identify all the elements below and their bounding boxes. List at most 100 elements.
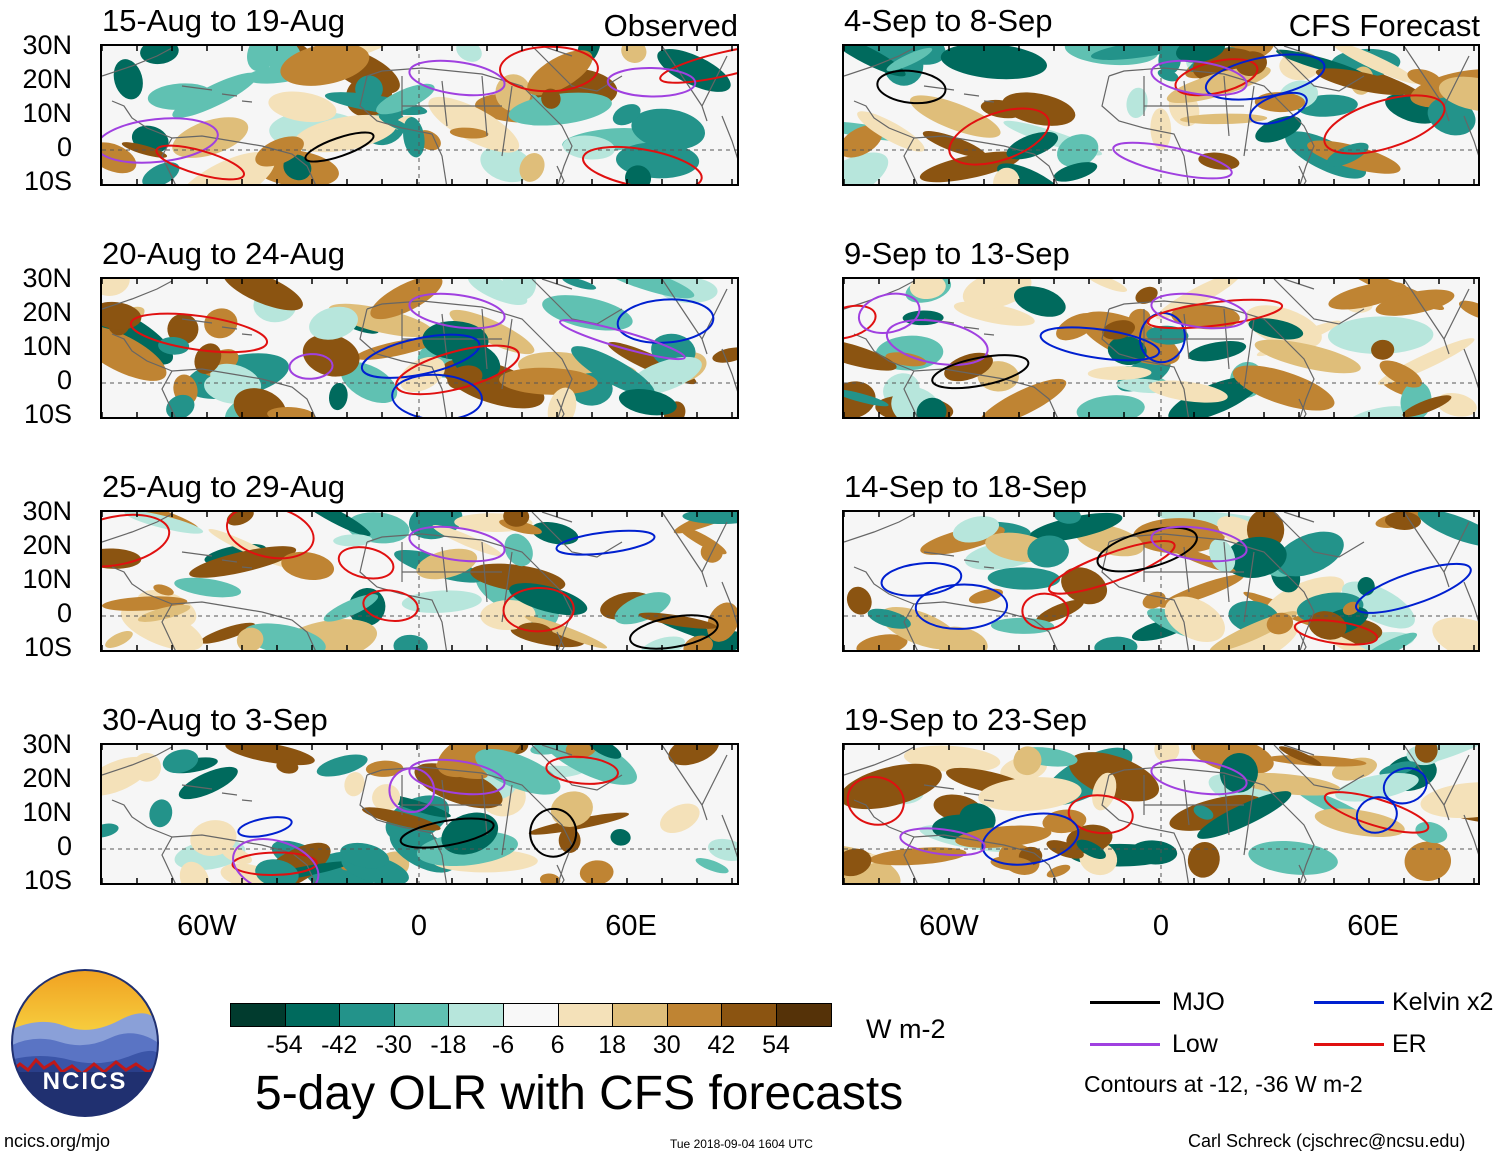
coastline: [1403, 279, 1470, 355]
low-contour: [1112, 141, 1233, 180]
coastline: [661, 46, 728, 122]
lat-label: 0: [56, 831, 72, 861]
olr-anomaly-blob: [1379, 761, 1417, 777]
olr-strong-anomaly-blob: [844, 848, 872, 877]
coastline: [181, 85, 253, 103]
olr-anomaly-blob: [1076, 395, 1145, 417]
low-contour: [606, 66, 697, 98]
olr-anomaly-blob: [142, 162, 180, 184]
olr-anomaly-blob: [162, 749, 199, 774]
olr-anomaly-blob: [1197, 791, 1292, 839]
forecast-map-panel-2: [842, 277, 1480, 419]
coastline: [556, 631, 565, 650]
olr-strong-anomaly-blob: [712, 347, 737, 363]
coastline: [401, 541, 513, 623]
olr-anomaly-blob: [1091, 46, 1191, 60]
coastline: [401, 308, 513, 390]
olr-anomaly-blob: [571, 346, 655, 397]
lon-label-60e-left: 60E: [605, 910, 657, 942]
colorbar-tick-label: 54: [762, 1031, 790, 1059]
olr-strong-anomaly-blob: [1013, 286, 1066, 317]
coastline: [844, 513, 915, 605]
coastline: [556, 864, 565, 883]
olr-anomaly-blob: [1002, 92, 1076, 126]
ncics-logo: NCICS: [10, 968, 160, 1118]
er-contour: [1174, 58, 1259, 97]
kelvin-contour: [880, 562, 963, 597]
olr-strong-anomaly-blob: [1042, 809, 1087, 834]
olr-anomaly-blob: [124, 512, 204, 534]
olr-anomaly-blob: [539, 745, 637, 785]
kelvin-contour: [1138, 312, 1186, 364]
legend-line-er: [1314, 1043, 1384, 1046]
olr-anomaly-blob: [844, 152, 889, 184]
olr-map: [102, 745, 737, 883]
olr-anomaly-blob: [962, 279, 1032, 309]
olr-anomaly-blob: [316, 754, 368, 777]
olr-anomaly-blob: [167, 313, 199, 345]
coastline: [359, 300, 573, 417]
er-contour: [545, 755, 619, 785]
coastline: [1298, 631, 1307, 650]
olr-anomaly-blob: [844, 337, 897, 371]
forecast-map-panel-4: [842, 743, 1480, 885]
olr-anomaly-blob: [1415, 821, 1448, 844]
panel-title-fc-4: 19-Sep to 23-Sep: [844, 702, 1088, 737]
olr-anomaly-blob: [1314, 808, 1405, 838]
olr-anomaly-blob: [1107, 336, 1147, 365]
er-contour: [844, 304, 877, 340]
colorbar-swatch: [666, 1003, 723, 1027]
olr-map: [844, 279, 1478, 417]
olr-anomaly-blob: [542, 295, 633, 331]
colorbar-tick-label: -6: [491, 1031, 515, 1059]
coastline: [1298, 398, 1307, 417]
olr-strong-anomaly-blob: [1308, 611, 1347, 640]
olr-anomaly-blob: [384, 794, 451, 818]
lon-label-60w-left: 60W: [177, 910, 237, 942]
lon-label-0-left: 0: [410, 910, 428, 942]
coastline: [181, 784, 253, 802]
coastline: [1463, 115, 1478, 156]
legend-line-mjo: [1090, 1001, 1160, 1004]
coastline: [1403, 512, 1470, 588]
olr-anomaly-blob: [1171, 303, 1240, 330]
olr-anomaly-blob: [1224, 536, 1287, 578]
olr-anomaly-blob: [1180, 113, 1268, 125]
olr-strong-anomaly-blob: [990, 856, 1034, 871]
kelvin-contour: [1039, 326, 1161, 362]
footer-url[interactable]: ncics.org/mjo: [4, 1131, 111, 1151]
er-contour: [1048, 540, 1176, 595]
lat-label: 20N: [22, 530, 72, 560]
olr-anomaly-blob: [190, 820, 237, 856]
lat-label: 10N: [22, 98, 72, 128]
olr-anomaly-blob: [1275, 531, 1344, 577]
olr-anomaly-blob: [456, 46, 482, 62]
olr-anomaly-blob: [856, 634, 908, 650]
lat-label: 10S: [23, 399, 72, 429]
olr-anomaly-blob: [659, 803, 700, 834]
olr-anomaly-blob: [1130, 840, 1178, 865]
coastline: [903, 601, 1058, 650]
olr-anomaly-blob: [657, 48, 731, 92]
lat-label: 20N: [22, 763, 72, 793]
legend-line-kelvin: [1314, 1001, 1384, 1004]
olr-strong-anomaly-blob: [1414, 745, 1438, 763]
olr-anomaly-blob: [594, 279, 695, 299]
olr-strong-anomaly-blob: [435, 761, 488, 780]
coastline: [401, 75, 513, 157]
lat-label: 10S: [23, 865, 72, 895]
olr-anomaly-blob: [475, 748, 561, 795]
coastline: [181, 318, 253, 336]
legend-note: Contours at -12, -36 W m-2: [1084, 1071, 1363, 1097]
olr-anomaly-blob: [1432, 617, 1478, 650]
olr-strong-anomaly-blob: [267, 407, 315, 417]
olr-strong-anomaly-blob: [1371, 339, 1395, 360]
olr-strong-anomaly-blob: [328, 382, 348, 411]
coastline: [102, 280, 173, 372]
er-contour: [337, 546, 395, 580]
olr-anomaly-blob: [362, 807, 441, 831]
olr-anomaly-blob: [1235, 772, 1341, 796]
mjo-contour: [304, 131, 375, 163]
olr-anomaly-blob: [990, 617, 1055, 634]
colorbar-swatch: [284, 1003, 341, 1027]
